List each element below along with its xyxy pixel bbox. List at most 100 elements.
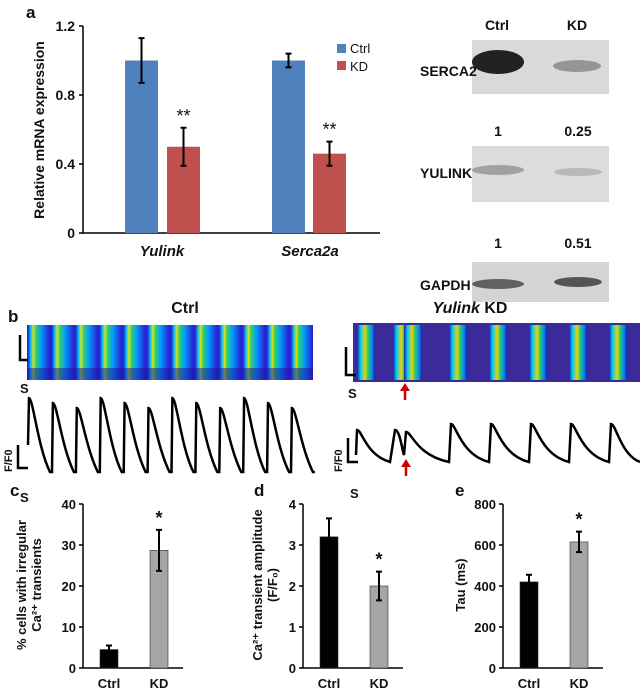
- blot-quant: 1: [494, 235, 502, 251]
- bar-kd: [569, 541, 589, 669]
- calcium-wave: [219, 325, 242, 380]
- panel-a-category-yulink: Yulink: [140, 243, 185, 260]
- y-tick-label: 10: [62, 620, 76, 635]
- panel-a-chart: Relative mRNA expression Yulink Serca2a …: [31, 18, 380, 260]
- y-tick-label: 2: [289, 579, 296, 594]
- panel-label-a: a: [26, 3, 36, 22]
- significance-marker: *: [375, 550, 382, 570]
- panel-d-ylabel-2: (F/F₀): [265, 568, 280, 602]
- error-bar: [326, 517, 332, 557]
- bar-ctrl-serca2a: [272, 60, 305, 233]
- scale-bar: [344, 347, 356, 377]
- significance-marker: *: [575, 510, 582, 530]
- panel-a-category-serca2a: Serca2a: [281, 243, 339, 260]
- calcium-wave: [357, 325, 375, 380]
- error-bar: [106, 644, 112, 655]
- legend-swatch-ctrl: [337, 44, 346, 53]
- calcium-wave: [195, 325, 218, 380]
- y-tick-label: 400: [474, 579, 496, 594]
- calcium-wave: [28, 325, 50, 380]
- calcium-wave: [489, 325, 507, 380]
- calcium-wave: [147, 325, 170, 380]
- x-label-kd: KD: [570, 676, 589, 691]
- error-bar: [285, 52, 292, 69]
- bar-ctrl: [319, 536, 339, 669]
- calcium-wave: [99, 325, 122, 380]
- blot-quant: 1: [494, 123, 502, 139]
- calcium-wave: [569, 325, 587, 380]
- calcium-wave: [171, 325, 194, 380]
- y-tick-label: 1.2: [56, 18, 76, 34]
- significance-marker: *: [155, 508, 162, 528]
- x-label-ctrl: Ctrl: [98, 676, 120, 691]
- red-arrow-icon: [401, 459, 411, 476]
- y-tick-label: 0: [489, 661, 496, 676]
- panel-c-chart: % cells with irregular Ca²⁺ transients 0…: [14, 497, 183, 691]
- panel-label-c: c: [10, 481, 19, 500]
- panel-b-kd-title: Yulink KD: [433, 300, 508, 317]
- error-bar: [156, 528, 162, 572]
- panel-a-ylabel: Relative mRNA expression: [31, 41, 47, 219]
- scale-label-f: F/F0: [333, 449, 345, 472]
- y-tick-label: 0.4: [56, 156, 76, 172]
- error-bar: [576, 530, 582, 554]
- blot-quant: 0.51: [564, 235, 591, 251]
- panel-e-ylabel: Tau (ms): [453, 558, 468, 611]
- blot-label-yulink: YULINK: [420, 165, 472, 181]
- scale-label-s: S: [350, 486, 359, 501]
- blot-label-gapdh: GAPDH: [420, 277, 471, 293]
- western-blot: Ctrl KD SERCA2 1 0.25 YULINK 1 0.51 GAPD…: [420, 17, 609, 302]
- scale-bar: [16, 445, 28, 470]
- blot-band: [472, 50, 524, 74]
- calcium-wave: [290, 325, 313, 380]
- panel-d-chart: Ca²⁺ transient amplitude (F/F₀) 0 1 2 3 4 Ctr…: [250, 497, 403, 691]
- scale-label-s: S: [20, 490, 29, 505]
- panel-label-b: b: [8, 307, 18, 326]
- y-tick-label: 30: [62, 538, 76, 553]
- error-bar: [138, 37, 145, 84]
- y-tick-label: 4: [289, 497, 297, 512]
- calcium-wave: [75, 325, 98, 380]
- significance-marker: **: [176, 106, 190, 126]
- y-tick-label: 600: [474, 538, 496, 553]
- trace-ctrl: [26, 396, 315, 474]
- x-label-kd: KD: [370, 676, 389, 691]
- calcium-wave: [529, 325, 547, 380]
- panel-e-chart: Tau (ms) 0 200 400 600 800 Ctrl * KD: [453, 497, 603, 691]
- calcium-wave: [449, 325, 467, 380]
- y-tick-label: 0: [69, 661, 76, 676]
- significance-marker: **: [322, 120, 336, 140]
- y-tick-label: 0: [289, 661, 296, 676]
- blot-band: [472, 279, 524, 289]
- bar-kd-serca2a: [313, 153, 346, 233]
- kd-title-rest: KD: [480, 300, 508, 317]
- scale-bar: [18, 335, 28, 362]
- blot-band: [554, 168, 602, 176]
- error-bar: [180, 126, 187, 167]
- panel-d-ylabel-1: Ca²⁺ transient amplitude: [250, 509, 265, 660]
- y-tick-label: 40: [62, 497, 76, 512]
- error-bar: [326, 140, 333, 167]
- y-tick-label: 20: [62, 579, 76, 594]
- panel-b-calcium-imaging: Ctrl Yulink KD S S F/F0 S F/F0 S: [3, 300, 640, 505]
- scale-label-s: S: [20, 381, 29, 396]
- bar-ctrl: [519, 581, 539, 669]
- y-tick-label: 0: [67, 225, 75, 241]
- linescan-ctrl: [27, 325, 313, 380]
- legend-swatch-kd: [337, 61, 346, 70]
- y-tick-label: 1: [289, 620, 296, 635]
- blot-band: [554, 277, 602, 287]
- kd-title-italic: Yulink: [433, 300, 482, 317]
- calcium-wave: [51, 325, 74, 380]
- red-arrow-icon: [400, 383, 410, 400]
- scale-label-s: S: [348, 386, 357, 401]
- panel-c-ylabel-2: Ca²⁺ transients: [29, 538, 44, 632]
- panel-b-ctrl-title: Ctrl: [171, 300, 199, 317]
- blot-column-kd: KD: [567, 17, 587, 33]
- legend-label-ctrl: Ctrl: [350, 41, 370, 56]
- linescan-kd: [353, 323, 640, 382]
- blot-label-serca2: SERCA2: [420, 63, 477, 79]
- calcium-wave: [609, 325, 627, 380]
